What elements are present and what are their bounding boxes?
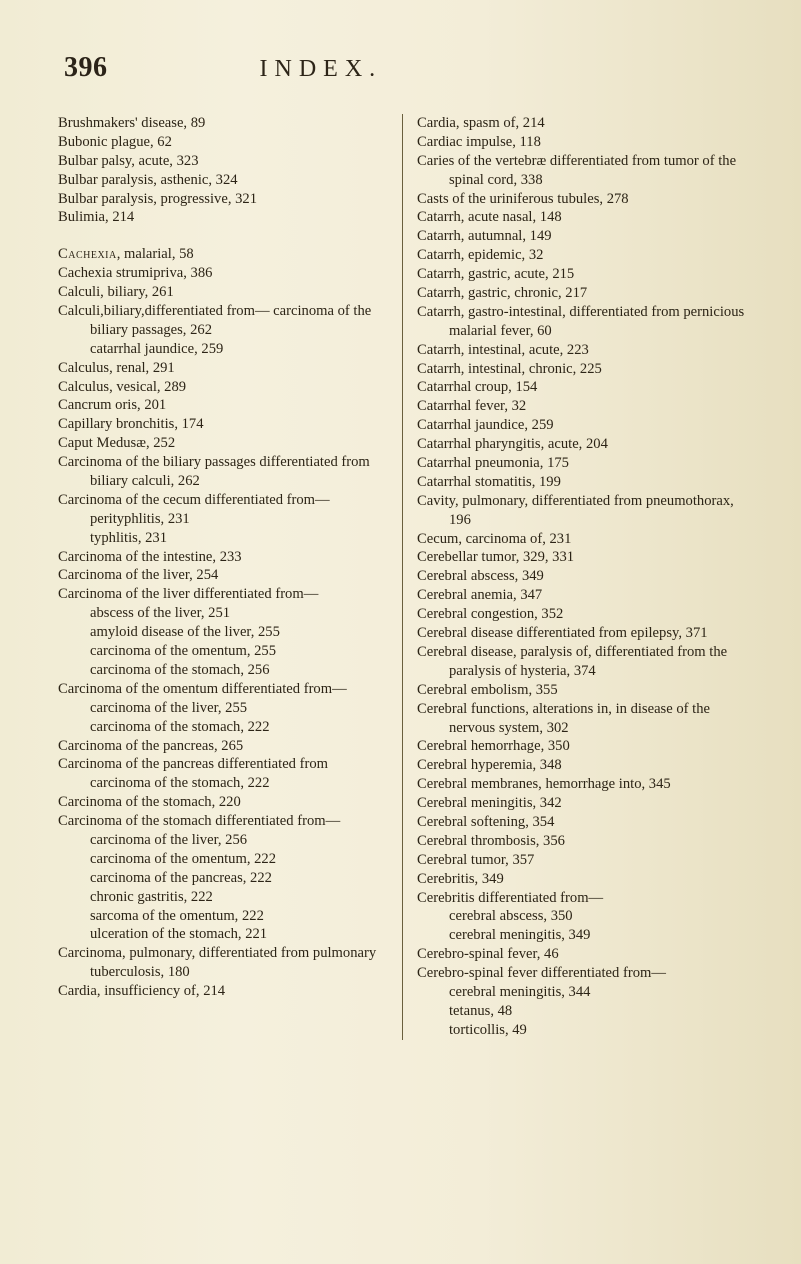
index-entry: Carcinoma of the pancreas, 265 — [58, 737, 388, 756]
index-subentry: cerebral abscess, 350 — [417, 907, 747, 926]
index-entry: Caries of the vertebræ differentiated fr… — [417, 152, 747, 190]
index-entry: Cerebral hyperemia, 348 — [417, 756, 747, 775]
index-entry: Brushmakers' disease, 89 — [58, 114, 388, 133]
columns-container: Brushmakers' disease, 89 Bubonic plague,… — [58, 114, 747, 1040]
index-entry: Cerebral embolism, 355 — [417, 681, 747, 700]
index-subentry: ulceration of the stomach, 221 — [58, 925, 388, 944]
index-subentry: catarrhal jaundice, 259 — [58, 340, 388, 359]
index-entry: Calculi,biliary,differentiated from— car… — [58, 302, 388, 340]
index-subentry: torticollis, 49 — [417, 1021, 747, 1040]
index-entry: Cardia, insufficiency of, 214 — [58, 982, 388, 1001]
index-subentry: carcinoma of the pancreas, 222 — [58, 869, 388, 888]
index-entry: Cerebral congestion, 352 — [417, 605, 747, 624]
index-entry: Catarrh, intestinal, acute, 223 — [417, 341, 747, 360]
index-entry: Calculus, vesical, 289 — [58, 378, 388, 397]
index-entry: Catarrhal stomatitis, 199 — [417, 473, 747, 492]
index-entry: Cerebellar tumor, 329, 331 — [417, 548, 747, 567]
index-entry: Cancrum oris, 201 — [58, 396, 388, 415]
smallcaps-lead: Cachexia — [58, 246, 117, 262]
index-entry: Cavity, pulmonary, differentiated from p… — [417, 492, 747, 530]
index-entry: Carcinoma of the liver, 254 — [58, 566, 388, 585]
index-entry: Cerebral disease differentiated from epi… — [417, 624, 747, 643]
lead-rest: , malarial, 58 — [117, 246, 194, 262]
index-subentry: abscess of the liver, 251 — [58, 604, 388, 623]
index-entry: Catarrh, autumnal, 149 — [417, 227, 747, 246]
index-entry: Catarrhal croup, 154 — [417, 378, 747, 397]
index-subentry: cerebral meningitis, 349 — [417, 926, 747, 945]
index-entry: Cachexia strumipriva, 386 — [58, 264, 388, 283]
index-entry: Calculi, biliary, 261 — [58, 283, 388, 302]
right-column: Cardia, spasm of, 214 Cardiac impulse, 1… — [402, 114, 747, 1040]
index-entry: Cerebritis, 349 — [417, 870, 747, 889]
index-entry: Carcinoma of the intestine, 233 — [58, 548, 388, 567]
index-entry: Cerebro-spinal fever, 46 — [417, 945, 747, 964]
index-entry: Cerebral hemorrhage, 350 — [417, 737, 747, 756]
index-entry: Bulimia, 214 — [58, 208, 388, 227]
index-subentry: carcinoma of the stomach, 222 — [58, 718, 388, 737]
index-subentry: typhlitis, 231 — [58, 529, 388, 548]
index-entry-lead: Cachexia, malarial, 58 — [58, 245, 388, 264]
index-entry: Bulbar palsy, acute, 323 — [58, 152, 388, 171]
index-entry: Carcinoma of the biliary passages differ… — [58, 453, 388, 491]
index-entry: Cerebral softening, 354 — [417, 813, 747, 832]
index-entry: Cerebral disease, paralysis of, differen… — [417, 643, 747, 681]
index-entry: Catarrhal pharyngitis, acute, 204 — [417, 435, 747, 454]
section-spacer — [58, 227, 388, 245]
index-entry: Caput Medusæ, 252 — [58, 434, 388, 453]
index-entry: Bulbar paralysis, progressive, 321 — [58, 190, 388, 209]
index-subentry: tetanus, 48 — [417, 1002, 747, 1021]
index-entry: Catarrh, intestinal, chronic, 225 — [417, 360, 747, 379]
index-entry: Catarrhal jaundice, 259 — [417, 416, 747, 435]
index-entry: Cerebral meningitis, 342 — [417, 794, 747, 813]
index-subentry: sarcoma of the omentum, 222 — [58, 907, 388, 926]
index-subentry: carcinoma of the stomach, 256 — [58, 661, 388, 680]
index-entry: Cardia, spasm of, 214 — [417, 114, 747, 133]
page-scan: 396 INDEX. Brushmakers' disease, 89 Bubo… — [0, 0, 801, 1264]
index-subentry: cerebral meningitis, 344 — [417, 983, 747, 1002]
index-entry: Catarrh, gastric, acute, 215 — [417, 265, 747, 284]
index-entry: Capillary bronchitis, 174 — [58, 415, 388, 434]
index-entry: Carcinoma of the cecum differentiated fr… — [58, 491, 388, 510]
index-entry: Calculus, renal, 291 — [58, 359, 388, 378]
index-entry: Carcinoma of the pancreas differentiated… — [58, 755, 388, 793]
left-column: Brushmakers' disease, 89 Bubonic plague,… — [58, 114, 402, 1040]
index-entry: Cerebral tumor, 357 — [417, 851, 747, 870]
index-subentry: carcinoma of the omentum, 255 — [58, 642, 388, 661]
index-entry: Bulbar paralysis, asthenic, 324 — [58, 171, 388, 190]
index-entry: Carcinoma of the stomach differentiated … — [58, 812, 388, 831]
index-entry: Cerebral thrombosis, 356 — [417, 832, 747, 851]
index-subentry: carcinoma of the omentum, 222 — [58, 850, 388, 869]
index-entry: Cardiac impulse, 118 — [417, 133, 747, 152]
index-subentry: carcinoma of the liver, 255 — [58, 699, 388, 718]
index-entry: Catarrhal fever, 32 — [417, 397, 747, 416]
index-entry: Cerebral membranes, hemorrhage into, 345 — [417, 775, 747, 794]
page-header: 396 INDEX. — [58, 52, 747, 84]
header-title: INDEX. — [260, 56, 383, 83]
index-entry: Catarrhal pneumonia, 175 — [417, 454, 747, 473]
index-subentry: carcinoma of the liver, 256 — [58, 831, 388, 850]
index-entry: Cecum, carcinoma of, 231 — [417, 530, 747, 549]
index-entry: Cerebral abscess, 349 — [417, 567, 747, 586]
index-subentry: amyloid disease of the liver, 255 — [58, 623, 388, 642]
index-entry: Bubonic plague, 62 — [58, 133, 388, 152]
index-entry: Catarrh, acute nasal, 148 — [417, 208, 747, 227]
index-entry: Catarrh, gastric, chronic, 217 — [417, 284, 747, 303]
index-subentry: perityphlitis, 231 — [58, 510, 388, 529]
index-entry: Carcinoma of the liver differentiated fr… — [58, 585, 388, 604]
index-entry: Casts of the uriniferous tubules, 278 — [417, 190, 747, 209]
index-entry: Cerebro-spinal fever differentiated from… — [417, 964, 747, 983]
index-entry: Catarrh, epidemic, 32 — [417, 246, 747, 265]
index-entry: Cerebritis differentiated from— — [417, 889, 747, 908]
index-entry: Cerebral functions, alterations in, in d… — [417, 700, 747, 738]
index-entry: Catarrh, gastro-intestinal, differentiat… — [417, 303, 747, 341]
index-subentry: chronic gastritis, 222 — [58, 888, 388, 907]
index-entry: Carcinoma, pulmonary, differentiated fro… — [58, 944, 388, 982]
index-entry: Cerebral anemia, 347 — [417, 586, 747, 605]
page-number: 396 — [64, 52, 108, 84]
index-entry: Carcinoma of the stomach, 220 — [58, 793, 388, 812]
index-entry: Carcinoma of the omentum differentiated … — [58, 680, 388, 699]
